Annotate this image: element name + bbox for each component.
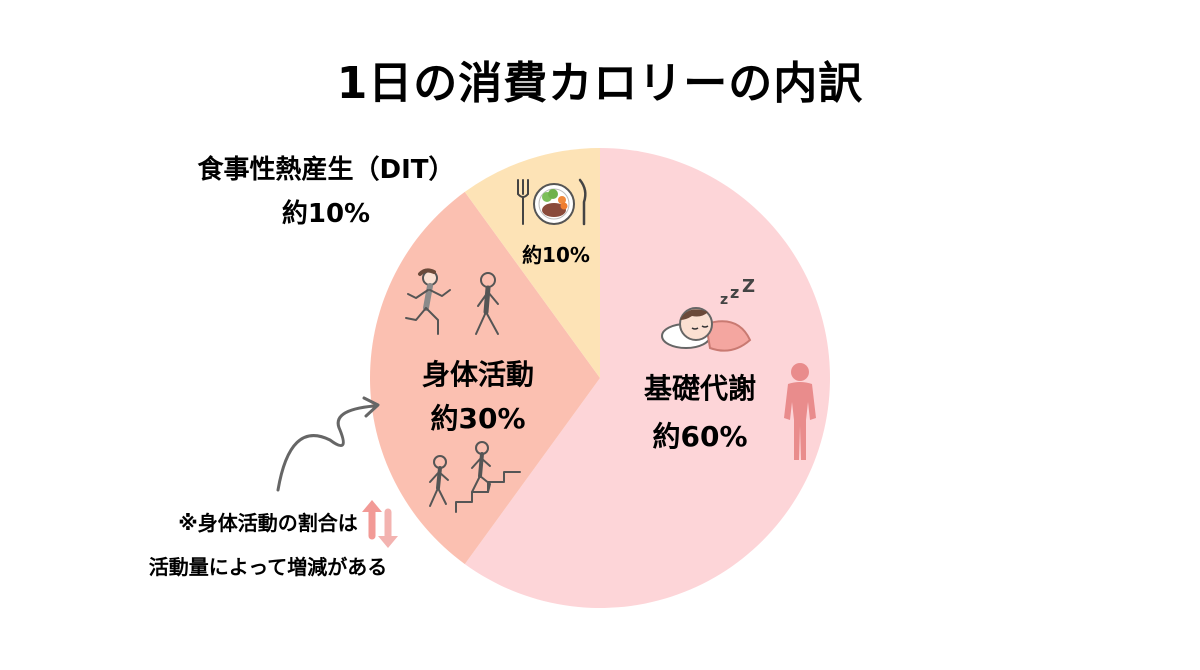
sleeping-person-icon: z z Z [661,276,755,352]
up-down-arrows-icon [362,500,398,548]
curved-arrow-icon [276,396,380,492]
chart-title: 1日の消費カロリーの内訳 [337,58,864,109]
note-line-2: 活動量によって増減がある [149,555,387,579]
pie-slice-basal [464,148,830,609]
svg-text:Z: Z [742,276,755,297]
walking-person-icon [475,272,499,335]
dit-callout-name: 食事性熱産生（DIT） [198,154,455,185]
slice-label-activity-name: 身体活動 [422,358,534,391]
svg-text:z: z [730,283,739,302]
meal-plate-icon [517,178,587,226]
slice-label-dit-value: 約10% [522,243,590,267]
slice-label-basal-name: 基礎代謝 [644,372,756,405]
climbing-stairs-icon [429,441,521,513]
slice-label-basal-value: 約60% [652,420,747,453]
svg-text:z: z [720,292,728,308]
dit-callout-value: 約10% [282,198,370,229]
human-body-icon [784,363,816,460]
note-line-1: ※身体活動の割合は [178,511,357,535]
slice-label-activity-value: 約30% [430,402,525,435]
running-person-icon [405,268,451,335]
